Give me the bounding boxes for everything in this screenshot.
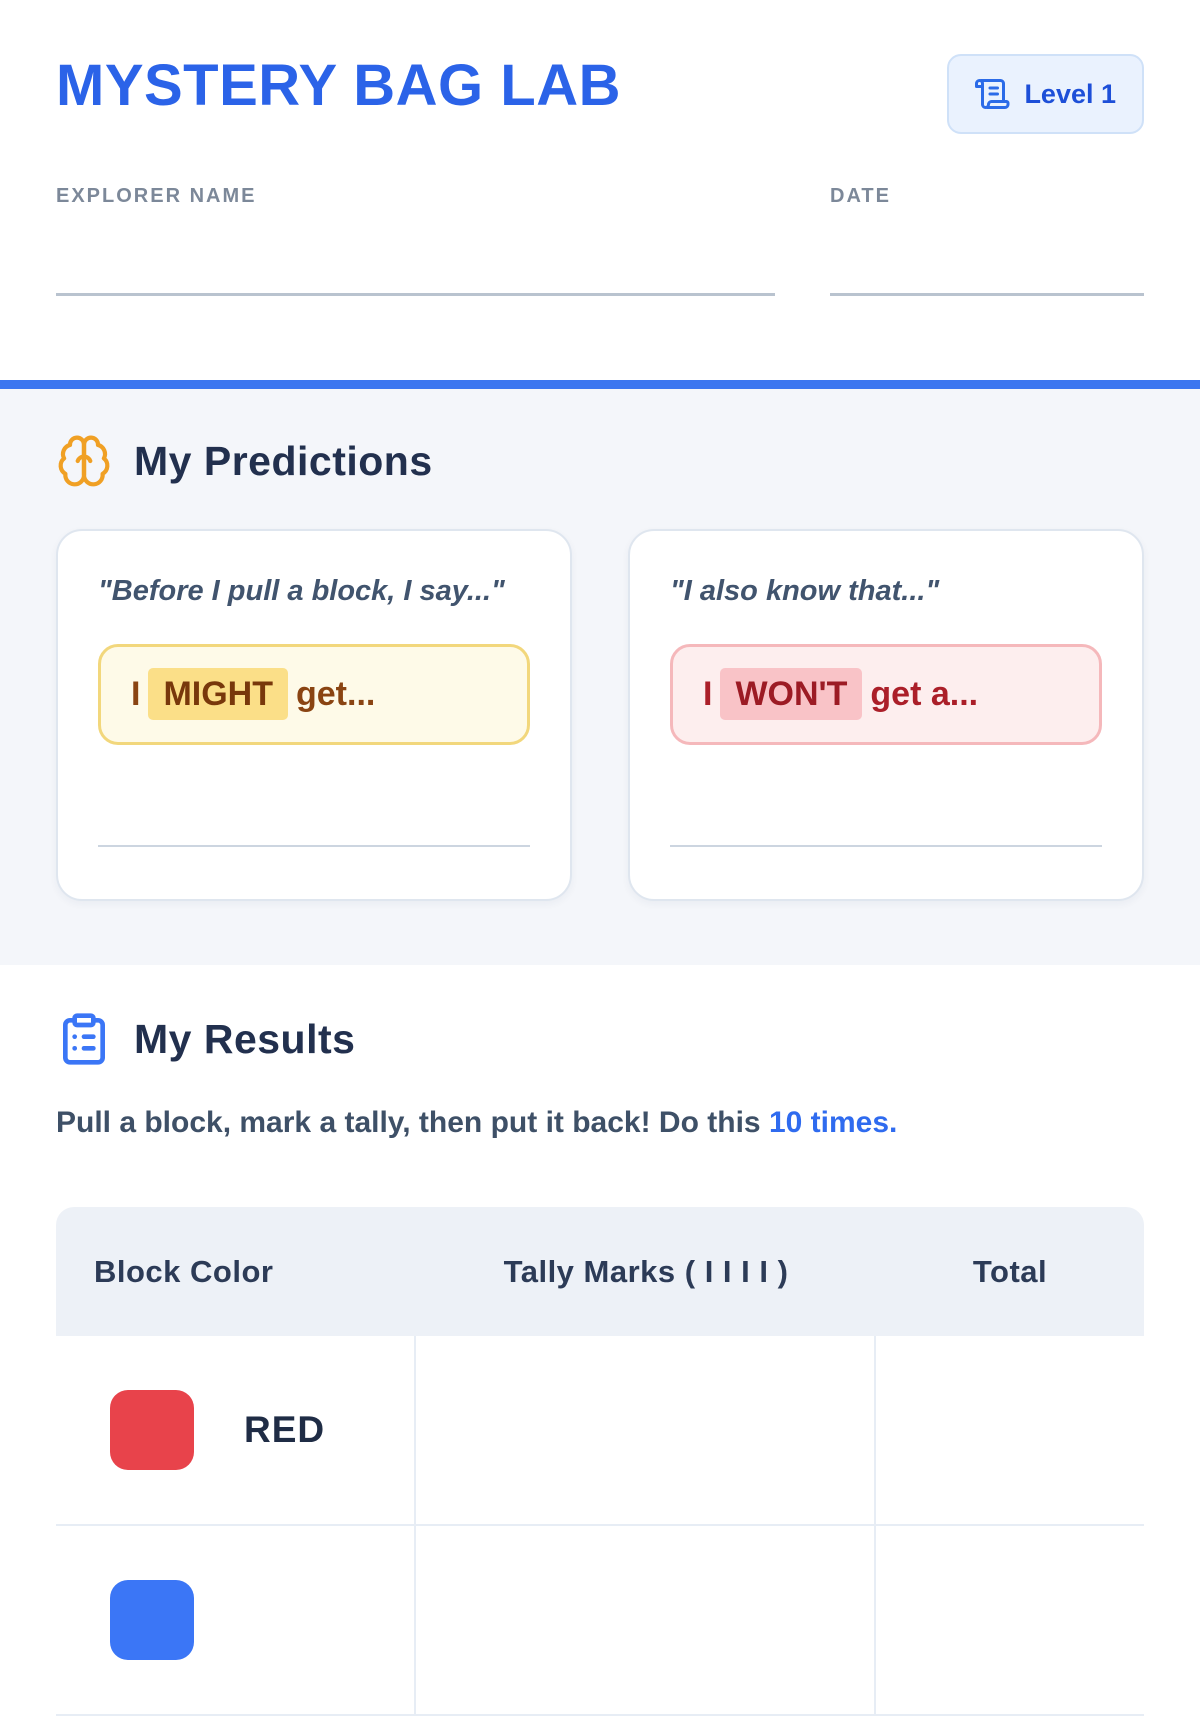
scroll-icon xyxy=(975,76,1011,112)
title-row: MYSTERY BAG LAB Level 1 xyxy=(56,54,1144,134)
date-label: DATE xyxy=(830,185,891,207)
blue-tally-cell[interactable] xyxy=(416,1526,876,1714)
results-title: My Results xyxy=(134,1015,356,1062)
might-pre: I xyxy=(131,675,141,713)
wont-quote: "I also know that..." xyxy=(670,575,940,607)
predictions-section: My Predictions "Before I pull a block, I… xyxy=(0,389,1200,965)
table-row-red: RED xyxy=(56,1336,1144,1526)
level-badge-label: Level 1 xyxy=(1024,78,1116,109)
might-quote: "Before I pull a block, I say..." xyxy=(98,575,505,607)
explorer-name-field: EXPLORER NAME xyxy=(56,184,775,296)
red-color-cell: RED xyxy=(56,1336,416,1524)
wont-phrase-box: I WON'T get a... xyxy=(670,644,1102,745)
instruction-period: . xyxy=(889,1106,898,1139)
wont-post: get a... xyxy=(870,675,979,713)
instruction-text: Pull a block, mark a tally, then put it … xyxy=(56,1106,769,1139)
blue-block-swatch xyxy=(110,1580,194,1660)
explorer-name-label: EXPLORER NAME xyxy=(56,185,257,207)
red-total-cell[interactable] xyxy=(876,1336,1144,1524)
column-header-tally-marks: Tally Marks ( I I I I ) xyxy=(503,1253,789,1289)
might-write-line[interactable] xyxy=(98,817,530,847)
red-block-swatch xyxy=(110,1390,194,1470)
results-heading: My Results xyxy=(56,1011,1144,1067)
results-instruction: Pull a block, mark a tally, then put it … xyxy=(56,1105,1144,1141)
tally-table: Block Color Tally Marks ( I I I I ) Tota… xyxy=(56,1207,1144,1716)
column-header-block-color: Block Color xyxy=(94,1253,274,1289)
wont-word: WON'T xyxy=(720,668,863,720)
brain-icon xyxy=(56,433,112,489)
explorer-name-input[interactable] xyxy=(56,208,775,296)
table-header-row: Block Color Tally Marks ( I I I I ) Tota… xyxy=(56,1207,1144,1336)
blue-total-cell[interactable] xyxy=(876,1526,1144,1714)
level-badge: Level 1 xyxy=(947,54,1144,134)
might-post: get... xyxy=(296,675,376,713)
red-color-label: RED xyxy=(244,1409,326,1450)
might-word: MIGHT xyxy=(148,668,288,720)
predictions-title: My Predictions xyxy=(134,437,433,484)
date-input[interactable] xyxy=(830,208,1144,296)
wont-write-line[interactable] xyxy=(670,817,1102,847)
red-tally-cell[interactable] xyxy=(416,1336,876,1524)
page-title: MYSTERY BAG LAB xyxy=(56,53,621,118)
might-phrase-box: I MIGHT get... xyxy=(98,644,530,745)
instruction-count: 10 times xyxy=(768,1106,890,1139)
might-card: "Before I pull a block, I say..." I MIGHT… xyxy=(56,529,572,901)
results-section: My Results Pull a block, mark a tally, t… xyxy=(0,965,1200,1716)
table-row-blue xyxy=(56,1526,1144,1716)
prediction-cards: "Before I pull a block, I say..." I MIGHT… xyxy=(56,529,1144,901)
wont-card: "I also know that..." I WON'T get a... xyxy=(628,529,1144,901)
predictions-heading: My Predictions xyxy=(56,433,1144,489)
wont-pre: I xyxy=(703,675,713,713)
fields-row: EXPLORER NAME DATE xyxy=(56,184,1144,296)
column-header-total: Total xyxy=(972,1253,1048,1289)
page-header: MYSTERY BAG LAB Level 1 EXPLORER NAME DA… xyxy=(0,0,1200,296)
clipboard-icon xyxy=(56,1011,112,1067)
blue-divider-bar xyxy=(0,380,1200,389)
blue-color-cell xyxy=(56,1526,416,1714)
date-field: DATE xyxy=(830,184,1144,296)
